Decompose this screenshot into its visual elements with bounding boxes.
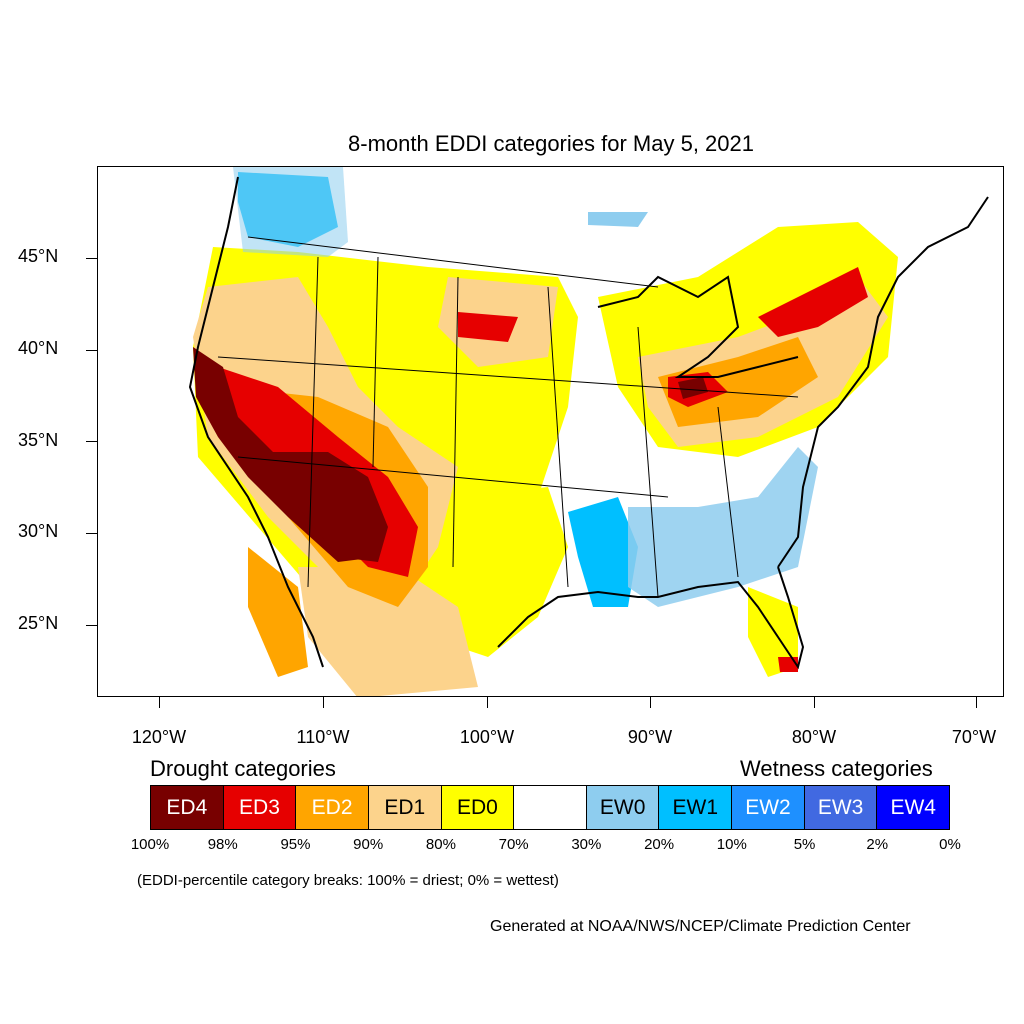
legend-box-ew1: EW1 <box>659 786 733 829</box>
eddi-map <box>188 167 989 696</box>
great-lakes <box>597 275 799 378</box>
x-label-110: 110°W <box>296 727 350 747</box>
region-ed4-michigan <box>678 377 708 399</box>
percentile-label: 70% <box>498 836 529 853</box>
x-tick-110 <box>323 697 324 708</box>
percentile-label: 5% <box>793 836 816 853</box>
percentile-label: 80% <box>425 836 456 853</box>
region-ed2-baja <box>248 547 308 677</box>
region-ed4-arizona <box>268 452 388 562</box>
region-ew1-gulf <box>568 497 638 607</box>
region-ed3-florida <box>778 657 798 672</box>
category-legend: ED4 ED3 ED2 ED1 ED0 EW0 EW1 EW2 EW3 EW4 <box>150 785 950 830</box>
x-tick-70 <box>976 697 977 708</box>
percentile-label: 0% <box>939 836 961 853</box>
x-tick-80 <box>814 697 815 708</box>
region-ew0-great-lakes <box>588 212 648 227</box>
legend-box-ew3: EW3 <box>804 786 878 829</box>
legend-box-ed3: ED3 <box>223 786 297 829</box>
x-tick-120 <box>159 697 160 708</box>
wetness-heading: Wetness categories <box>740 756 933 781</box>
region-ed3-northeast <box>758 267 868 337</box>
region-ed3-dakota <box>458 312 518 342</box>
gulf-coast <box>497 566 805 670</box>
y-label-25: 25°N <box>18 613 59 633</box>
coastlines <box>188 176 989 670</box>
legend-box-neutral <box>514 786 587 829</box>
x-tick-100 <box>487 697 488 708</box>
region-ed1-mexico <box>298 567 478 696</box>
drought-heading: Drought categories <box>150 756 336 781</box>
percentile-label: 100% <box>130 836 170 853</box>
map-title: 8-month EDDI categories for May 5, 2021 <box>348 131 754 156</box>
y-label-35: 35°N <box>18 430 59 450</box>
credit-line: Generated at NOAA/NWS/NCEP/Climate Predi… <box>490 918 911 935</box>
state-borders <box>217 236 799 598</box>
y-tick-25 <box>86 625 97 626</box>
legend-box-ew2: EW2 <box>732 786 805 829</box>
category-regions <box>193 167 898 696</box>
y-label-45: 45°N <box>18 246 59 266</box>
percentile-label: 20% <box>644 836 675 853</box>
map-panel <box>97 166 1004 697</box>
legend-box-ed2: ED2 <box>296 786 369 829</box>
percentile-label: 10% <box>716 836 747 853</box>
percentile-label: 95% <box>280 836 311 853</box>
legend-box-ew4: EW4 <box>877 786 950 829</box>
region-ed2-midwest <box>658 337 818 427</box>
region-ew0-pacific-nw <box>233 167 348 257</box>
x-label-90: 90°W <box>627 727 673 747</box>
x-label-100: 100°W <box>459 727 515 747</box>
y-tick-40 <box>86 350 97 351</box>
x-label-80: 80°W <box>791 727 837 747</box>
legend-box-ed1: ED1 <box>368 786 442 829</box>
y-tick-30 <box>86 533 97 534</box>
atlantic-coast <box>777 196 989 568</box>
category-note: (EDDI-percentile category breaks: 100% =… <box>137 872 559 889</box>
legend-box-ew0: EW0 <box>586 786 660 829</box>
x-label-120: 120°W <box>131 727 187 747</box>
percentile-label: 30% <box>571 836 602 853</box>
x-label-70: 70°W <box>951 727 997 747</box>
legend-box-ed4: ED4 <box>151 786 224 829</box>
pacific-coast <box>188 176 324 668</box>
y-tick-35 <box>86 441 97 442</box>
x-tick-90 <box>650 697 651 708</box>
y-tick-45 <box>86 258 97 259</box>
y-label-30: 30°N <box>18 521 59 541</box>
region-ew0-southeast <box>628 447 818 607</box>
percentile-label: 90% <box>353 836 384 853</box>
percentile-label: 2% <box>866 836 889 853</box>
percentile-label: 98% <box>207 836 238 853</box>
y-label-40: 40°N <box>18 338 59 358</box>
legend-box-ed0: ED0 <box>441 786 515 829</box>
